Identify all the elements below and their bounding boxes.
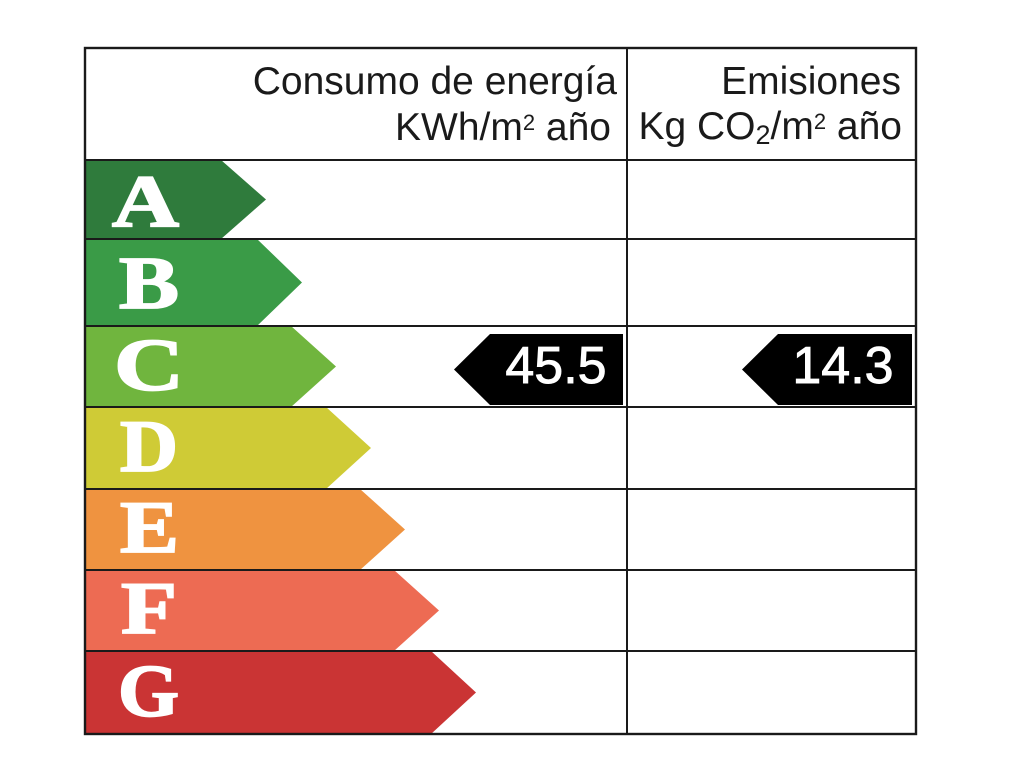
svg-text:Emisiones: Emisiones (721, 60, 901, 103)
svg-text:Consumo de energía: Consumo de energía (253, 60, 618, 103)
svg-text:45.5: 45.5 (505, 337, 606, 395)
svg-text:A: A (112, 161, 179, 243)
svg-text:Kg CO2/m2 año: Kg CO2/m2 año (638, 105, 902, 150)
svg-text:KWh/m2 año: KWh/m2 año (395, 106, 611, 149)
svg-text:14.3: 14.3 (792, 337, 893, 395)
svg-text:B: B (119, 243, 179, 325)
svg-text:D: D (120, 406, 178, 488)
svg-text:F: F (121, 568, 177, 650)
svg-text:G: G (118, 651, 179, 733)
svg-text:E: E (120, 487, 179, 569)
svg-text:C: C (114, 325, 184, 407)
